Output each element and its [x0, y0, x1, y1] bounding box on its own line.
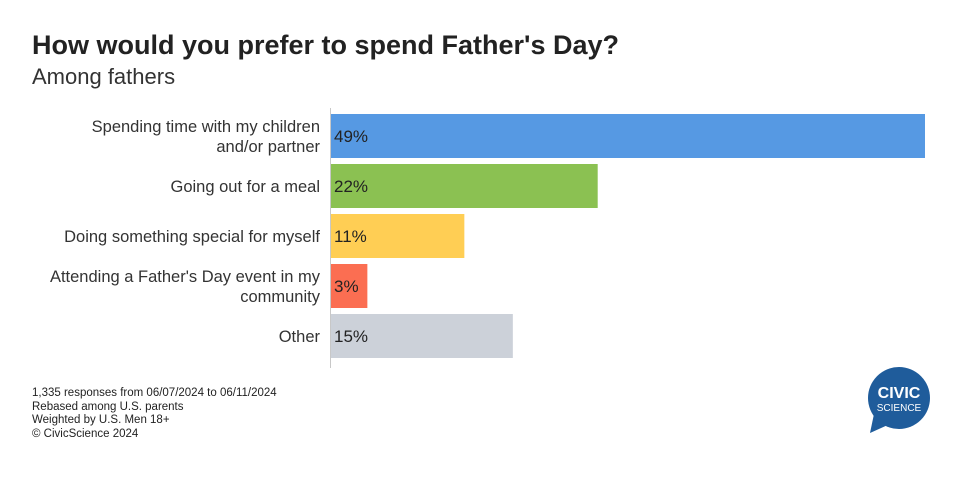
bar-value-label: 22%	[334, 177, 368, 196]
bar	[331, 314, 513, 358]
chart-subtitle: Among fathers	[32, 64, 176, 89]
bar-value-label: 11%	[334, 227, 367, 246]
category-label: community	[240, 288, 321, 306]
logo-circle	[868, 367, 930, 429]
civicscience-logo: CIVIC SCIENCE	[868, 367, 930, 433]
chart-title: How would you prefer to spend Father's D…	[32, 30, 619, 60]
footer-rebased: Rebased among U.S. parents	[32, 400, 184, 413]
footer-weighting: Weighted by U.S. Men 18+	[32, 414, 170, 426]
logo-speech-tail	[870, 414, 890, 433]
footer-responses: 1,335 responses from 06/07/2024 to 06/11…	[32, 387, 277, 399]
category-label: Other	[279, 328, 321, 346]
bar-value-label: 3%	[334, 277, 359, 296]
bar-value-label: 15%	[334, 327, 368, 346]
category-label: Spending time with my children	[92, 118, 320, 136]
logo-text-science: SCIENCE	[877, 403, 922, 414]
bar	[331, 214, 465, 258]
category-label: Attending a Father's Day event in my	[50, 268, 321, 286]
category-label: Doing something special for myself	[64, 228, 320, 246]
bar	[331, 264, 368, 308]
bar-value-label: 49%	[334, 127, 368, 146]
logo-text-civic: CIVIC	[878, 385, 921, 402]
category-label: Going out for a meal	[171, 178, 321, 196]
bar	[331, 164, 598, 208]
chart-footer: 1,335 responses from 06/07/2024 to 06/11…	[32, 387, 277, 441]
bar	[331, 114, 925, 158]
category-label: and/or partner	[216, 138, 320, 156]
footer-copyright: © CivicScience 2024	[32, 427, 139, 440]
